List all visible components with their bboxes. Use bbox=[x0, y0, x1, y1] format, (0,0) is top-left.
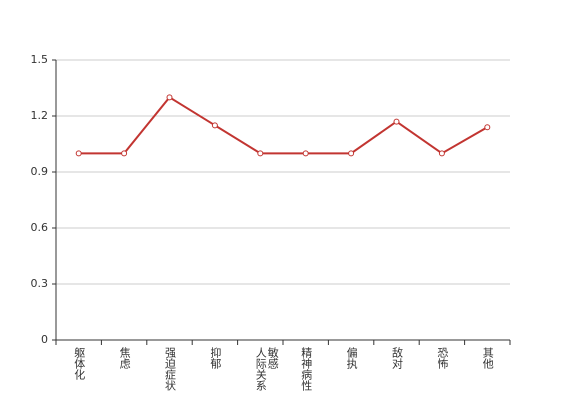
x-tick-label: 敌对 bbox=[390, 347, 404, 369]
point bbox=[75, 150, 82, 157]
point bbox=[438, 150, 445, 157]
x-tick-label: 躯体化 bbox=[72, 347, 86, 380]
point bbox=[393, 118, 400, 125]
x-tick-label: 焦虑 bbox=[118, 347, 132, 369]
point bbox=[257, 150, 264, 157]
point bbox=[302, 150, 309, 157]
y-tick-label: 0.6 bbox=[31, 221, 49, 234]
y-tick-label: 1.5 bbox=[31, 53, 49, 66]
y-tick-label: 0 bbox=[41, 333, 48, 346]
y-tick-label: 1.2 bbox=[31, 109, 49, 122]
point bbox=[484, 124, 491, 131]
line bbox=[78, 96, 488, 155]
x-tick-label: 人际关系敏感 bbox=[254, 347, 280, 391]
x-tick-label: 抑郁 bbox=[208, 347, 222, 369]
x-tick-label: 精神病性 bbox=[299, 347, 313, 391]
x-tick-label: 强迫症状 bbox=[163, 347, 177, 391]
point bbox=[121, 150, 128, 157]
x-tick-label: 恐怖 bbox=[435, 347, 449, 369]
point bbox=[348, 150, 355, 157]
y-tick-label: 0.3 bbox=[31, 277, 49, 290]
point bbox=[211, 122, 218, 129]
y-tick-label: 0.9 bbox=[31, 165, 49, 178]
point bbox=[166, 94, 173, 101]
x-tick-label: 偏执 bbox=[345, 347, 359, 369]
x-tick-label: 其他 bbox=[481, 347, 495, 369]
